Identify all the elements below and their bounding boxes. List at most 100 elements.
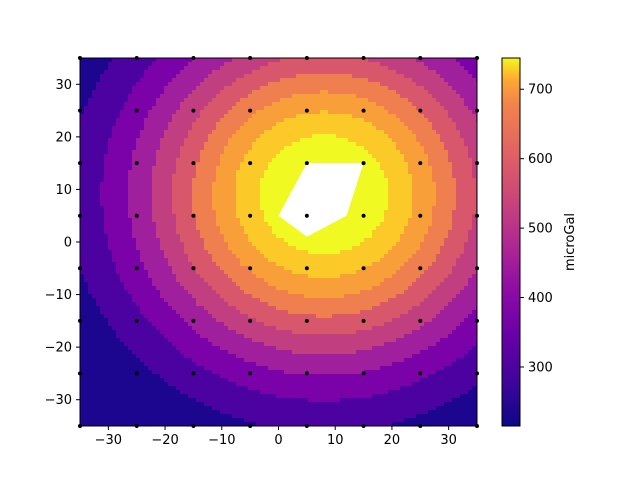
- contour-cell: [112, 214, 117, 219]
- contour-cell: [432, 150, 437, 155]
- contour-cell: [432, 134, 437, 139]
- contour-cell: [176, 210, 181, 215]
- contour-cell: [368, 90, 373, 95]
- contour-cell: [216, 130, 221, 135]
- contour-cell: [356, 150, 361, 155]
- contour-cell: [92, 74, 97, 79]
- contour-cell: [160, 106, 165, 111]
- contour-cell: [464, 214, 469, 219]
- contour-cell: [436, 190, 441, 195]
- contour-cell: [456, 230, 461, 235]
- contour-cell: [212, 82, 217, 87]
- contour-cell: [248, 86, 253, 91]
- contour-cell: [368, 126, 373, 131]
- contour-cell: [380, 190, 385, 195]
- contour-cell: [380, 202, 385, 207]
- contour-cell: [188, 150, 193, 155]
- contour-cell: [172, 150, 177, 155]
- contour-cell: [248, 82, 253, 87]
- contour-cell: [140, 246, 145, 251]
- contour-cell: [372, 146, 377, 151]
- contour-cell: [240, 170, 245, 175]
- contour-cell: [316, 58, 321, 63]
- contour-cell: [120, 202, 125, 207]
- contour-cell: [180, 234, 185, 239]
- contour-cell: [148, 122, 153, 127]
- contour-cell: [236, 210, 241, 215]
- contour-cell: [108, 218, 113, 223]
- contour-cell: [80, 166, 85, 171]
- contour-cell: [172, 190, 177, 195]
- contour-cell: [212, 86, 217, 91]
- contour-cell: [148, 166, 153, 171]
- contour-cell: [104, 210, 109, 215]
- contour-cell: [204, 186, 209, 191]
- contour-cell: [424, 174, 429, 179]
- contour-cell: [224, 94, 229, 99]
- contour-cell: [428, 154, 433, 159]
- contour-cell: [404, 90, 409, 95]
- contour-cell: [220, 130, 225, 135]
- contour-cell: [108, 122, 113, 127]
- contour-cell: [160, 102, 165, 107]
- contour-cell: [412, 226, 417, 231]
- contour-cell: [188, 194, 193, 199]
- contour-cell: [220, 66, 225, 71]
- contour-cell: [268, 242, 273, 247]
- contour-cell: [96, 242, 101, 247]
- contour-cell: [344, 106, 349, 111]
- contour-cell: [136, 86, 141, 91]
- contour-cell: [360, 230, 365, 235]
- contour-cell: [364, 242, 369, 247]
- contour-cell: [424, 142, 429, 147]
- contour-cell: [148, 250, 153, 255]
- contour-cell: [300, 142, 305, 147]
- contour-cell: [408, 194, 413, 199]
- contour-cell: [296, 122, 301, 127]
- contour-cell: [472, 246, 477, 251]
- contour-cell: [460, 90, 465, 95]
- contour-cell: [460, 246, 465, 251]
- contour-cell: [416, 70, 421, 75]
- contour-cell: [124, 178, 129, 183]
- contour-cell: [152, 82, 157, 87]
- contour-cell: [392, 142, 397, 147]
- contour-cell: [468, 194, 473, 199]
- contour-cell: [188, 126, 193, 131]
- contour-cell: [392, 206, 397, 211]
- contour-cell: [368, 70, 373, 75]
- contour-cell: [300, 74, 305, 79]
- contour-cell: [180, 58, 185, 63]
- contour-cell: [444, 98, 449, 103]
- contour-cell: [352, 214, 357, 219]
- contour-cell: [236, 238, 241, 243]
- contour-cell: [356, 234, 361, 239]
- contour-cell: [192, 174, 197, 179]
- contour-cell: [372, 102, 377, 107]
- contour-cell: [140, 206, 145, 211]
- contour-cell: [156, 146, 161, 151]
- contour-cell: [192, 234, 197, 239]
- contour-cell: [420, 138, 425, 143]
- contour-cell: [168, 190, 173, 195]
- contour-cell: [392, 190, 397, 195]
- contour-cell: [296, 130, 301, 135]
- contour-cell: [468, 70, 473, 75]
- contour-cell: [424, 214, 429, 219]
- contour-cell: [428, 198, 433, 203]
- contour-cell: [384, 138, 389, 143]
- contour-cell: [84, 146, 89, 151]
- contour-cell: [400, 134, 405, 139]
- contour-cell: [396, 130, 401, 135]
- contour-cell: [84, 222, 89, 227]
- contour-cell: [432, 58, 437, 63]
- contour-cell: [288, 142, 293, 147]
- contour-cell: [380, 210, 385, 215]
- contour-cell: [104, 238, 109, 243]
- contour-cell: [204, 70, 209, 75]
- contour-cell: [236, 170, 241, 175]
- contour-cell: [112, 58, 117, 63]
- contour-cell: [464, 242, 469, 247]
- contour-cell: [448, 218, 453, 223]
- contour-cell: [88, 206, 93, 211]
